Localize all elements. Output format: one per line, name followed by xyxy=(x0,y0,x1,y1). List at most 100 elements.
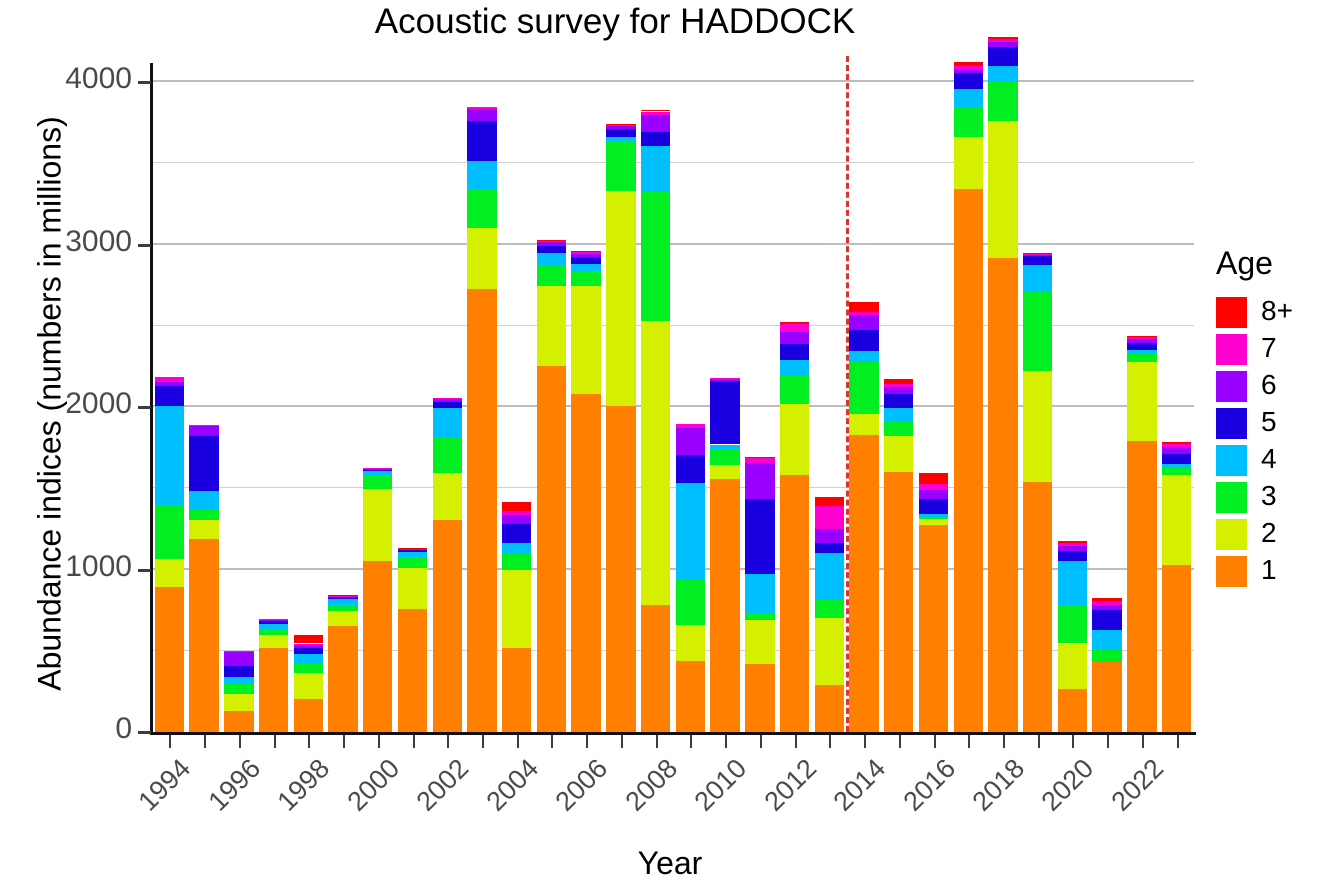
bar-2011[interactable] xyxy=(745,456,775,732)
bar-segment-2020-age-7 xyxy=(1057,542,1088,547)
bar-2007[interactable] xyxy=(606,123,636,732)
x-tick-mark xyxy=(1037,735,1040,748)
bar-2006[interactable] xyxy=(571,251,601,732)
x-tick-mark xyxy=(1107,735,1110,748)
legend-title: Age xyxy=(1216,245,1273,281)
bar-segment-2015-age-1 xyxy=(884,472,914,732)
bar-segment-2014-age-6 xyxy=(849,315,879,330)
bar-segment-2016-age-2 xyxy=(918,519,949,525)
bar-segment-2015-age-3 xyxy=(884,421,914,436)
legend-swatch-age-5 xyxy=(1216,408,1247,439)
bar-segment-2008-age-7 xyxy=(640,111,671,115)
bar-segment-2011-age-4 xyxy=(745,574,775,613)
bar-2013[interactable] xyxy=(814,497,844,732)
bar-1995[interactable] xyxy=(189,425,219,732)
bar-segment-2008-age-8+ xyxy=(640,109,671,112)
x-tick-label-2014: 2014 xyxy=(827,753,892,817)
bar-2008[interactable] xyxy=(640,109,671,732)
x-tick-label-2018: 2018 xyxy=(966,753,1031,817)
bar-2010[interactable] xyxy=(710,377,740,732)
legend-label-age-8+: 8+ xyxy=(1261,295,1293,326)
bar-segment-2008-age-4 xyxy=(640,145,671,192)
bar-segment-2007-age-6 xyxy=(606,125,636,130)
bar-segment-2016-age-3 xyxy=(918,516,949,520)
bar-segment-2002-age-4 xyxy=(432,407,462,438)
bar-segment-2001-age-3 xyxy=(397,556,428,568)
x-tick-label-2008: 2008 xyxy=(619,753,683,817)
x-tick-mark xyxy=(377,735,380,748)
bar-2003[interactable] xyxy=(467,106,497,732)
bar-2005[interactable] xyxy=(536,239,567,732)
bar-segment-1998-age-6 xyxy=(293,645,323,649)
bar-segment-2016-age-8+ xyxy=(918,472,949,485)
bar-2021[interactable] xyxy=(1092,598,1122,732)
bar-segment-1994-age-1 xyxy=(154,587,185,732)
bar-segment-2012-age-6 xyxy=(779,331,810,344)
bar-segment-2023-age-8+ xyxy=(1161,442,1192,444)
x-tick-mark xyxy=(898,735,901,748)
y-tick-mark xyxy=(138,406,151,410)
bar-2000[interactable] xyxy=(363,468,393,732)
bar-segment-2014-age-4 xyxy=(849,351,879,362)
bar-segment-2013-age-5 xyxy=(814,542,844,554)
legend-label-age-2: 2 xyxy=(1261,517,1277,548)
bar-segment-1995-age-6 xyxy=(189,425,219,436)
gridline-minor xyxy=(152,324,1194,326)
bar-segment-2012-age-5 xyxy=(779,343,810,361)
bar-segment-2016-age-4 xyxy=(918,513,949,517)
bar-segment-2020-age-2 xyxy=(1057,643,1088,689)
bar-segment-2018-age-8+ xyxy=(988,36,1018,40)
bar-segment-2009-age-7 xyxy=(675,424,706,429)
x-tick-label-1994: 1994 xyxy=(132,753,197,817)
bar-segment-2009-age-6 xyxy=(675,428,706,456)
bar-segment-2007-age-3 xyxy=(606,140,636,192)
bar-2016[interactable] xyxy=(918,472,949,732)
bar-2004[interactable] xyxy=(502,502,532,732)
bar-segment-2022-age-3 xyxy=(1127,354,1157,362)
x-tick-mark xyxy=(412,735,415,748)
bar-2020[interactable] xyxy=(1057,541,1088,732)
bar-segment-2017-age-3 xyxy=(953,107,983,137)
bar-segment-2012-age-2 xyxy=(779,403,810,476)
bar-1999[interactable] xyxy=(328,594,358,732)
bar-segment-2015-age-8+ xyxy=(884,378,914,385)
bar-segment-2023-age-7 xyxy=(1161,443,1192,447)
bar-2014[interactable] xyxy=(849,302,879,732)
bar-segment-2007-age-4 xyxy=(606,136,636,141)
bar-2019[interactable] xyxy=(1023,252,1053,732)
bar-2023[interactable] xyxy=(1161,442,1192,732)
bar-segment-1997-age-1 xyxy=(258,647,289,732)
bar-2001[interactable] xyxy=(397,547,428,732)
x-tick-mark xyxy=(725,735,728,748)
bar-segment-1997-age-5 xyxy=(258,620,289,624)
bar-1997[interactable] xyxy=(258,619,289,732)
x-tick-label-2006: 2006 xyxy=(549,753,614,817)
bar-1998[interactable] xyxy=(293,634,323,732)
bar-2015[interactable] xyxy=(884,378,914,732)
bar-2009[interactable] xyxy=(675,424,706,732)
bar-segment-2006-age-4 xyxy=(571,264,601,271)
bar-2018[interactable] xyxy=(988,36,1018,732)
x-tick-mark xyxy=(655,735,658,748)
bar-2012[interactable] xyxy=(779,321,810,732)
bar-segment-1997-age-3 xyxy=(258,628,289,636)
bar-segment-2000-age-1 xyxy=(363,560,393,732)
x-tick-mark xyxy=(1002,735,1005,748)
bar-2017[interactable] xyxy=(953,61,983,732)
bar-segment-1999-age-2 xyxy=(328,611,358,627)
bar-segment-2010-age-7 xyxy=(710,377,740,379)
bar-segment-2023-age-3 xyxy=(1161,468,1192,475)
bar-segment-2021-age-6 xyxy=(1092,604,1122,611)
bar-2022[interactable] xyxy=(1127,336,1157,732)
bar-1996[interactable] xyxy=(224,650,254,732)
bar-segment-2005-age-2 xyxy=(536,286,567,366)
bar-segment-2006-age-1 xyxy=(571,394,601,732)
bar-segment-2004-age-8+ xyxy=(502,502,532,512)
bar-segment-2019-age-6 xyxy=(1023,254,1053,257)
bar-segment-2002-age-5 xyxy=(432,402,462,408)
bar-segment-1996-age-3 xyxy=(224,684,254,694)
bar-2002[interactable] xyxy=(432,398,462,732)
bar-segment-2002-age-7 xyxy=(432,398,462,399)
bar-1994[interactable] xyxy=(154,377,185,732)
bar-segment-2005-age-8+ xyxy=(536,239,567,241)
